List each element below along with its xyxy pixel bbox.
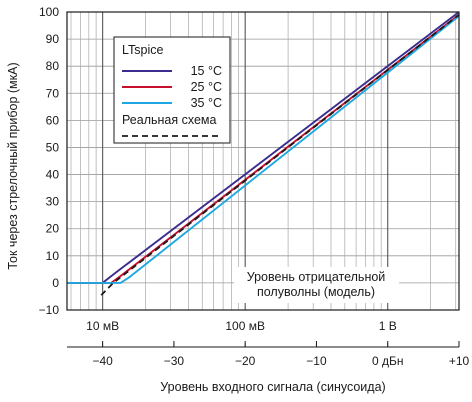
y-tick-label: −10 bbox=[39, 303, 60, 317]
y-tick-label: 40 bbox=[46, 168, 60, 182]
legend-title: LTspice bbox=[122, 43, 164, 57]
top-tick-label: 1 В bbox=[379, 319, 397, 333]
y-tick-label: 50 bbox=[46, 140, 60, 154]
legend-label: 15 °C bbox=[191, 64, 222, 78]
legend-label: 25 °C bbox=[191, 80, 222, 94]
annotation-text: Уровень отрицательной bbox=[247, 270, 386, 284]
x-tick-label: −20 bbox=[235, 354, 256, 368]
series-line bbox=[67, 15, 460, 284]
y-axis-title: Ток через стрелочный прибор (мкА) bbox=[6, 62, 20, 269]
y-tick-label: 20 bbox=[46, 222, 60, 236]
y-tick-label: 100 bbox=[39, 5, 59, 19]
x-tick-label: −40 bbox=[92, 354, 113, 368]
x-tick-label: 0 дБн bbox=[372, 354, 404, 368]
x-tick-label: −30 bbox=[164, 354, 185, 368]
y-tick-label: 60 bbox=[46, 113, 60, 127]
axes: −10 0 10 20 30 40 50 60 70 80 90 100 10 мВ 100 мВ 1 В −… bbox=[6, 5, 470, 394]
plot-frame bbox=[66, 11, 460, 311]
x-axis-title: Уровень входного сигнала (синусоида) bbox=[160, 380, 385, 394]
y-tick-label: 30 bbox=[46, 195, 60, 209]
legend: LTspice 15 °C 25 °C 35 °C Реальная схема bbox=[113, 36, 231, 144]
y-tick-label: 90 bbox=[46, 32, 60, 46]
top-tick-label: 10 мВ bbox=[86, 319, 119, 333]
x-tick-label: −10 bbox=[306, 354, 327, 368]
series-line bbox=[100, 13, 460, 296]
x-tick-label: +10 bbox=[449, 354, 470, 368]
top-tick-label: 100 мВ bbox=[225, 319, 265, 333]
series-layer bbox=[67, 11, 460, 296]
y-tick-label: 70 bbox=[46, 86, 60, 100]
annotation-bg bbox=[234, 267, 399, 303]
y-tick-label: 80 bbox=[46, 59, 60, 73]
legend-label: 35 °C bbox=[191, 96, 222, 110]
y-tick-label: 0 bbox=[52, 276, 59, 290]
annotation-text: полуволны (модель) bbox=[257, 285, 375, 299]
legend-box bbox=[113, 36, 231, 144]
legend-extra-label: Реальная схема bbox=[122, 113, 217, 127]
y-tick-label: 10 bbox=[46, 249, 60, 263]
